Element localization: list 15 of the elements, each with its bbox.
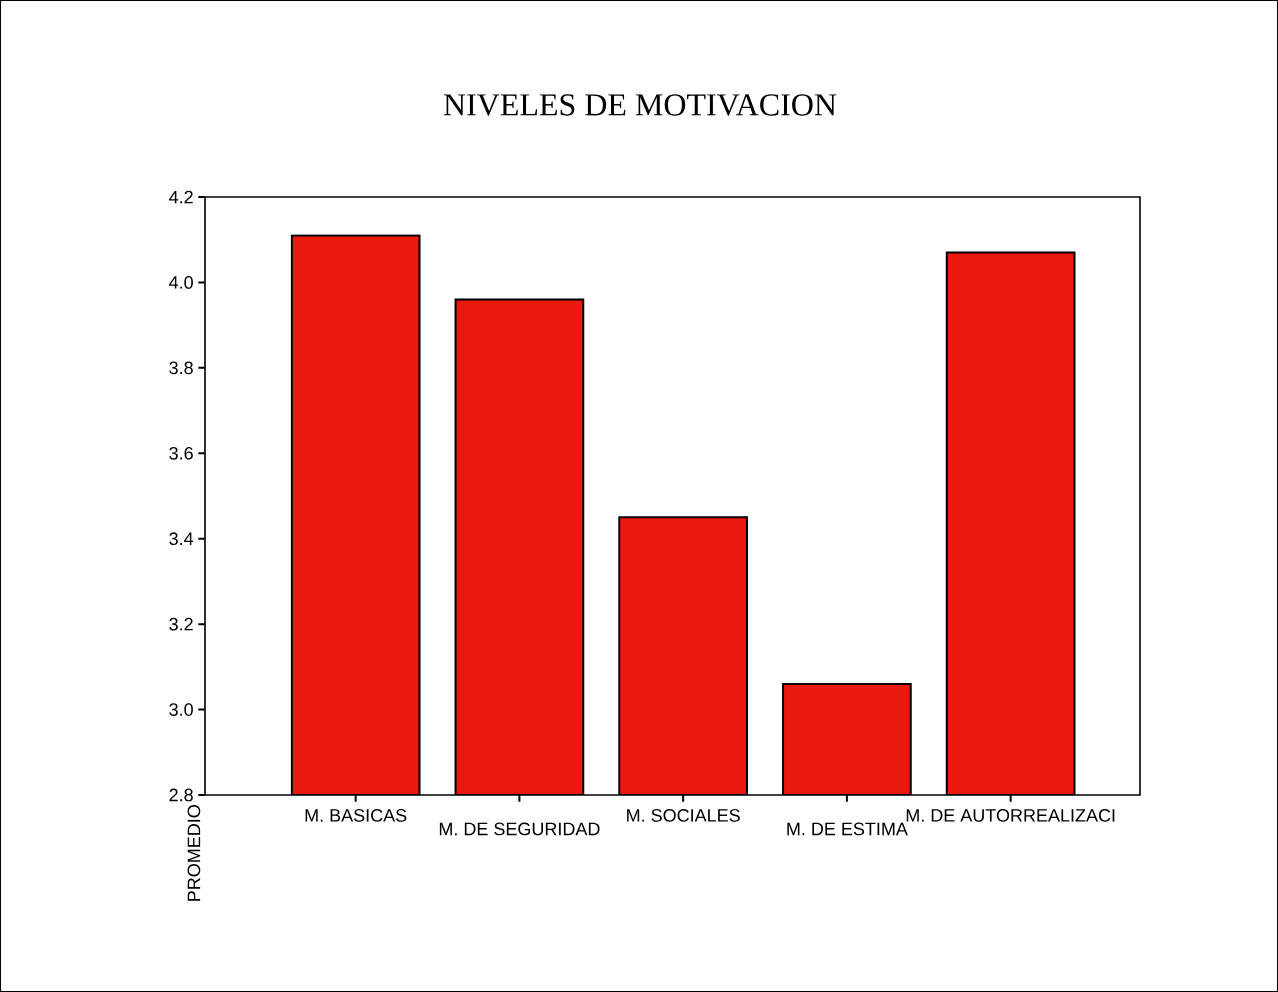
x-tick-label: M. DE ESTIMA bbox=[787, 822, 908, 836]
y-tick-label: 2.8 bbox=[169, 788, 193, 802]
y-tick-label: 3.8 bbox=[169, 361, 193, 375]
y-tick-label: 4.0 bbox=[169, 276, 193, 289]
x-tick-label: M. DE AUTORREALIZACI bbox=[906, 809, 1115, 822]
y-tick-label: 3.0 bbox=[169, 703, 193, 716]
x-tick-label: M. SOCIALES bbox=[627, 809, 740, 822]
chart-title: NIVELES DE MOTIVACION bbox=[443, 94, 837, 116]
y-axis-title: PROMEDIO bbox=[187, 805, 201, 901]
y-tick-label: 3.2 bbox=[169, 617, 193, 631]
y-tick-label: 3.6 bbox=[169, 446, 193, 460]
x-tick-label: M. DE SEGURIDAD bbox=[439, 822, 600, 836]
y-tick-label: 3.4 bbox=[169, 532, 194, 546]
y-tick-label: 4.2 bbox=[169, 190, 193, 204]
x-tick-label: M. BASICAS bbox=[305, 809, 407, 822]
